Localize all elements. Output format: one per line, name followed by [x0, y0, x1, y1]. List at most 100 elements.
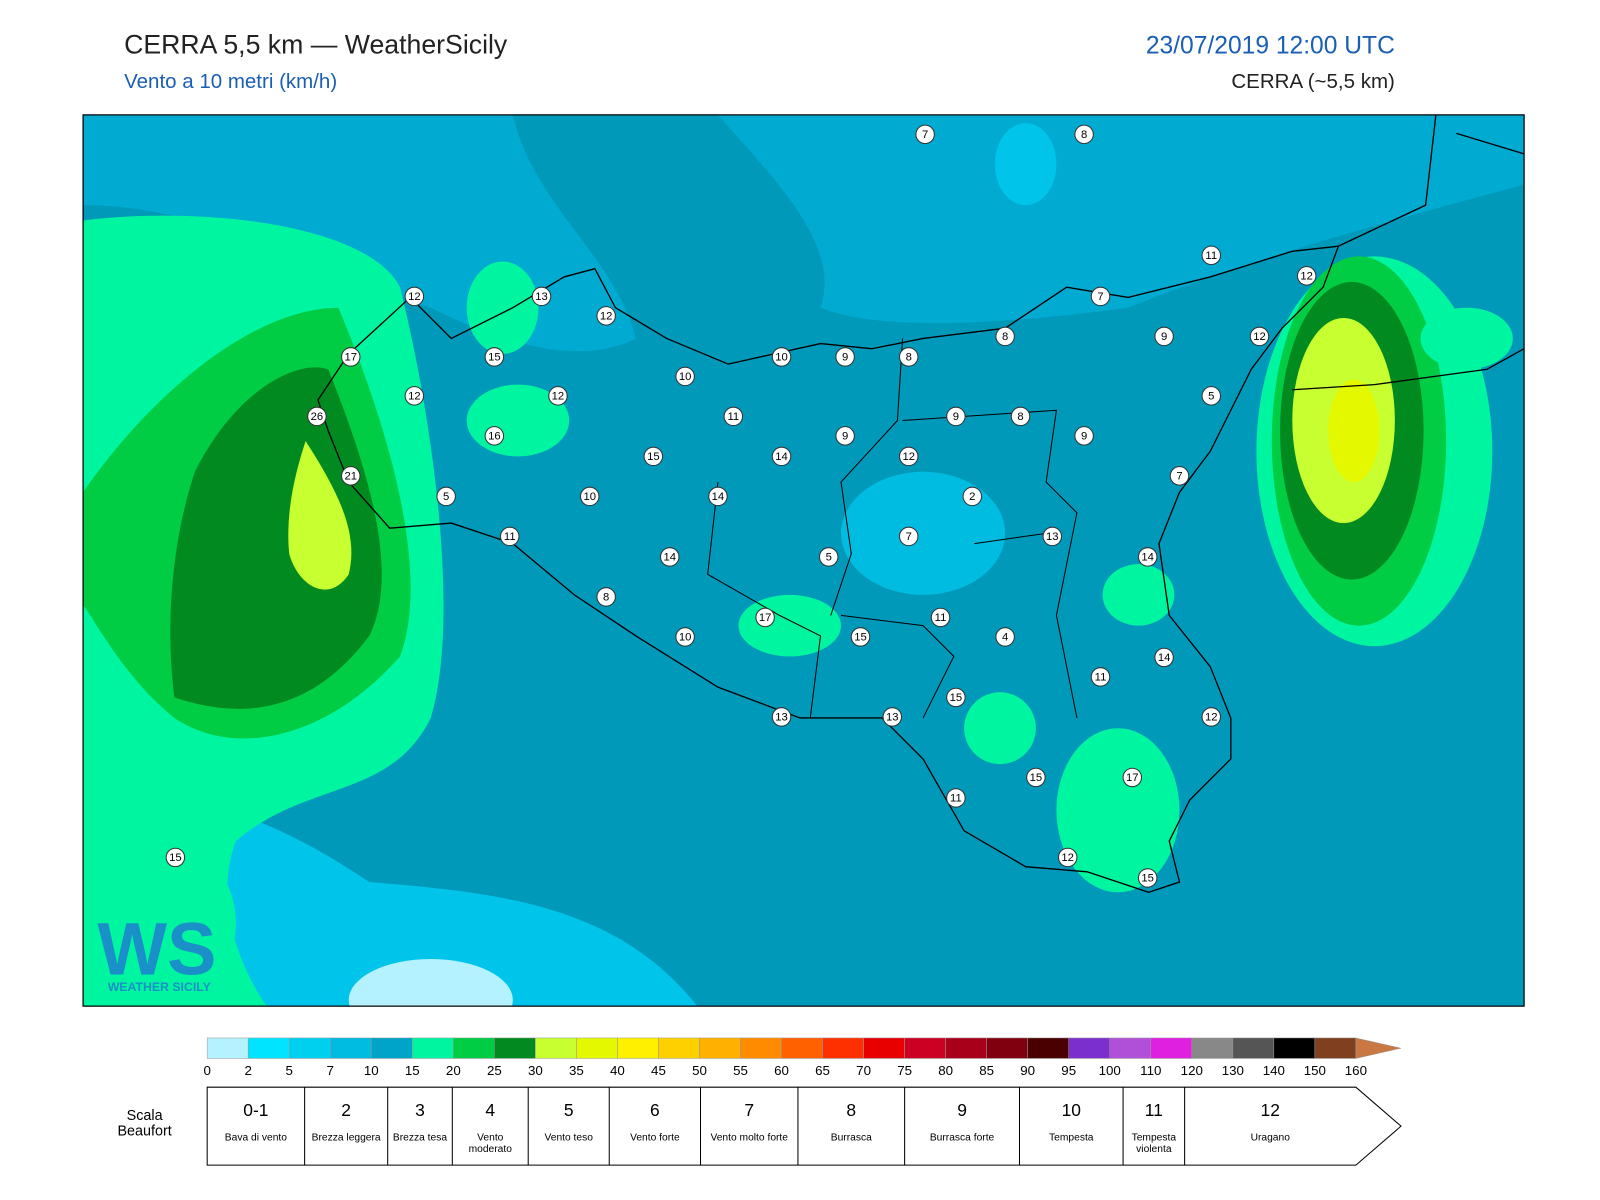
- beaufort-title-box: Scala Beaufort: [117, 1108, 171, 1138]
- beaufort-name: Tempesta: [1049, 1132, 1094, 1144]
- colorbar-tick-label: 90: [1020, 1063, 1035, 1078]
- station-marker: [771, 446, 792, 467]
- colorbar-swatch: [329, 1037, 372, 1059]
- field-zone: [964, 692, 1036, 765]
- station-value: 7: [1176, 470, 1182, 482]
- station-marker: [484, 426, 505, 446]
- colorbar-swatch: [371, 1037, 413, 1059]
- colorbar-tick-label: 130: [1222, 1063, 1244, 1078]
- colorbar-swatch: [453, 1037, 495, 1059]
- station-marker: [850, 627, 871, 647]
- colorbar-arrow: [1355, 1037, 1402, 1059]
- station-marker: [1074, 124, 1094, 145]
- beaufort-name: Tempesta violenta: [1131, 1132, 1177, 1155]
- colorbar-tick-label: 0: [203, 1063, 210, 1078]
- colorbar-swatch: [412, 1037, 454, 1059]
- colorbar: 0 2 5 7 10 15 20 25 30 35 40 45 50 55 60 65 70 75 80 85 90 95…: [203, 1037, 1402, 1078]
- beaufort-name-box: Vento moderato: [469, 1132, 512, 1155]
- beaufort-name: Vento teso: [544, 1132, 593, 1144]
- station-marker: [995, 326, 1015, 347]
- beaufort-force: 5: [564, 1100, 574, 1120]
- colorbar-swatch: [206, 1037, 249, 1059]
- beaufort-name-box: Vento forte: [630, 1132, 680, 1144]
- field-zone: [738, 594, 842, 657]
- beaufort-force: 4: [485, 1100, 495, 1120]
- station-marker: [660, 547, 680, 567]
- stations: 7 8 11 12 12 13 12 7 17 15 10 9 8 8 9 12 10 12 12 5 26 11 9 8 16…: [165, 124, 1317, 888]
- field-zone: [288, 441, 352, 590]
- station-marker: [1010, 406, 1031, 427]
- station-marker: [708, 486, 728, 507]
- beaufort-force: 2: [341, 1100, 351, 1120]
- colorbar-tick-label: 5: [286, 1063, 293, 1078]
- beaufort-name-box: Uragano: [1250, 1132, 1290, 1144]
- logo-mark: WS: [97, 907, 216, 990]
- station-value: 14: [663, 551, 676, 563]
- colorbar-tick-label: 50: [692, 1063, 707, 1078]
- station-value: 5: [1208, 390, 1214, 402]
- station-marker: [404, 286, 425, 307]
- beaufort-force: 6: [650, 1100, 660, 1120]
- station-value: 17: [345, 351, 358, 363]
- station-value: 15: [488, 351, 501, 363]
- beaufort-scale: Scala Beaufort 0-1 Bava di vento 2 Brezza le…: [117, 1086, 1402, 1166]
- field-zone: [92, 841, 236, 1006]
- beaufort-force: 11: [1145, 1100, 1163, 1120]
- colorbar-tick-label: 110: [1140, 1063, 1161, 1078]
- colorbar-swatch: [1150, 1037, 1193, 1059]
- beaufort-name: Burrasca: [830, 1132, 872, 1144]
- subtitle: Vento a 10 metri (km/h): [124, 70, 337, 93]
- colorbar-tick-label: 160: [1345, 1063, 1367, 1078]
- station-value: 5: [443, 491, 449, 503]
- beaufort-name-box: Vento molto forte: [710, 1132, 788, 1143]
- beaufort-force: 0-1: [243, 1100, 268, 1120]
- beaufort-name: Brezza tesa: [392, 1132, 448, 1144]
- station-marker: [835, 426, 855, 446]
- beaufort-name-box: Brezza leggera: [312, 1132, 381, 1143]
- station-value: 12: [408, 390, 421, 402]
- station-marker: [1137, 547, 1158, 567]
- station-value: 13: [775, 711, 788, 723]
- station-marker: [898, 446, 919, 467]
- station-marker: [531, 286, 552, 307]
- colorbar-swatch: [740, 1037, 782, 1059]
- station-value: 7: [906, 531, 912, 543]
- colorbar-swatch: [617, 1037, 659, 1059]
- station-value: 10: [583, 491, 596, 503]
- station-marker: [484, 347, 505, 367]
- station-marker: [500, 526, 520, 547]
- station-marker: [771, 707, 792, 727]
- station-value: 21: [345, 470, 358, 482]
- station-marker: [307, 406, 327, 427]
- field-zone: [348, 958, 513, 1007]
- colorbar-swatch: [904, 1037, 946, 1059]
- station-value: 14: [1158, 652, 1171, 664]
- beaufort-name-box: Bava di vento: [225, 1132, 287, 1143]
- colorbar-swatch: [1109, 1037, 1152, 1059]
- station-value: 11: [504, 531, 516, 543]
- colorbar-swatch: [945, 1037, 987, 1059]
- station-marker: [548, 386, 568, 406]
- colorbar-swatch: [1273, 1037, 1316, 1059]
- station-value: 9: [1161, 331, 1167, 343]
- station-value: 15: [1030, 772, 1043, 784]
- colorbar-tick-label: 2: [244, 1063, 251, 1078]
- colorbar-swatch: [822, 1037, 864, 1059]
- colorbar-swatch: [699, 1037, 741, 1059]
- colorbar-tick-label: 20: [446, 1063, 461, 1078]
- colorbar-tick-label: 75: [897, 1063, 912, 1078]
- beaufort-name: Uragano: [1250, 1132, 1290, 1144]
- map: 7 8 11 12 12 13 12 7 17 15 10 9 8 8 9 12 10 12 12 5 26 11 9 8 16…: [83, 114, 1525, 1007]
- field-zone: [1056, 728, 1180, 893]
- colorbar-tick-label: 150: [1304, 1063, 1326, 1078]
- station-value: 13: [535, 291, 548, 303]
- datetime: 23/07/2019 12:00 UTC: [1146, 32, 1395, 59]
- map-frame: [82, 114, 1525, 1007]
- colorbar-tick-label: 45: [651, 1063, 666, 1078]
- colorbar-tick-label: 100: [1099, 1063, 1121, 1078]
- title: CERRA 5,5 km — WeatherSicily: [124, 29, 508, 59]
- station-marker: [1249, 326, 1270, 347]
- colorbar-swatch: [576, 1037, 618, 1059]
- beaufort-name: Vento forte: [630, 1132, 680, 1144]
